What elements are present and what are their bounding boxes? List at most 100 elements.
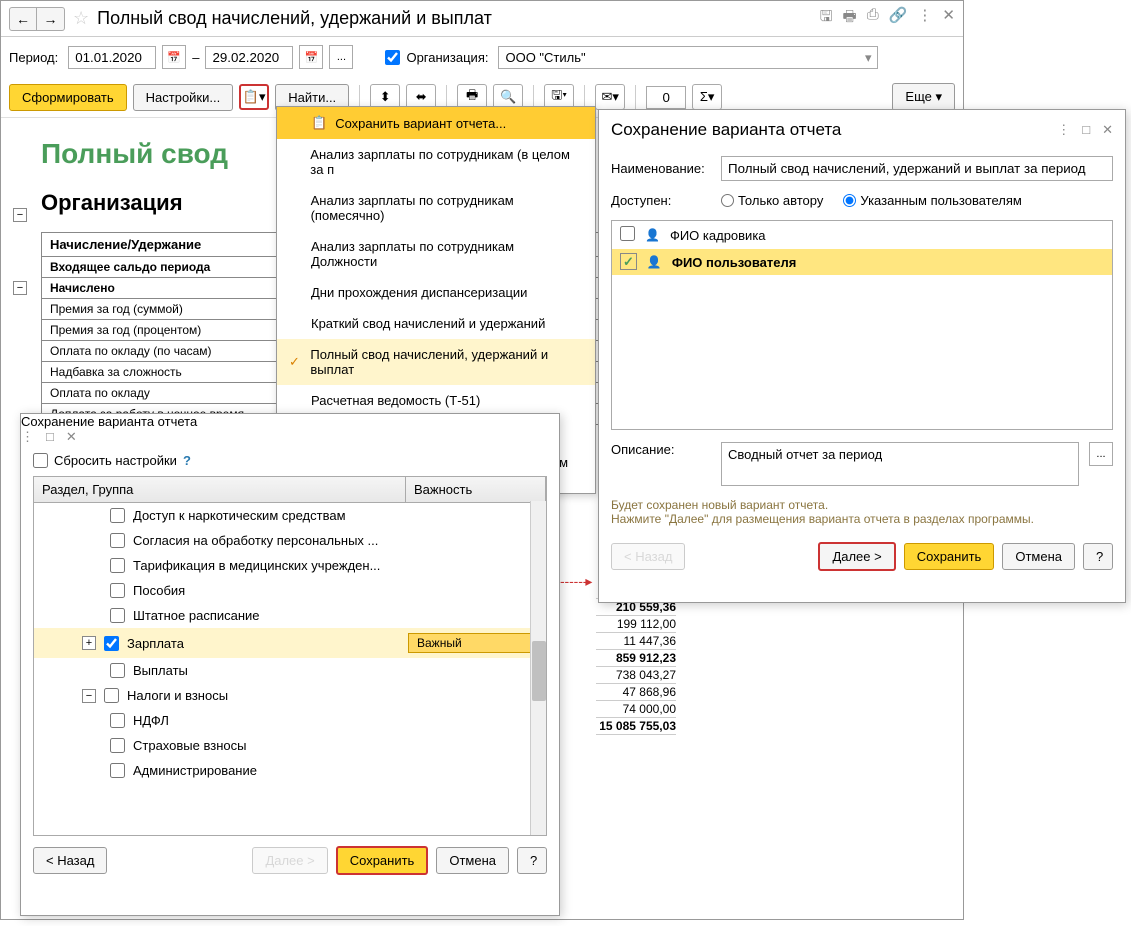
nav-forward-button[interactable]: → [37,7,65,31]
section-item[interactable]: НДФЛ [34,708,546,733]
section-checkbox[interactable] [110,583,125,598]
user-list[interactable]: 👤ФИО кадровика✓👤ФИО пользователя [611,220,1113,430]
radio-author[interactable]: Только автору [721,193,823,208]
favorite-star-icon[interactable]: ☆ [73,8,89,29]
section-checkbox[interactable] [110,663,125,678]
col-section-header: Раздел, Группа [34,477,406,502]
d2-save-button[interactable]: Сохранить [336,846,429,875]
tree-collapse-1[interactable]: − [13,208,27,222]
org-select[interactable]: ООО "Стиль" [498,46,878,69]
tree-expand-icon[interactable]: + [82,636,96,650]
d2-next-button: Далее > [252,847,327,874]
name-input[interactable] [721,156,1113,181]
section-item[interactable]: Согласия на обработку персональных ... [34,528,546,553]
preview-icon[interactable]: ⎙ [867,6,879,31]
section-item[interactable]: Пособия [34,578,546,603]
menu-item[interactable]: Дни прохождения диспансеризации [277,277,595,308]
d1-cancel-button[interactable]: Отмена [1002,543,1075,570]
dialog2-more-icon[interactable]: ⋮ [21,429,34,445]
table-cell-value: 199 112,00 [596,616,676,633]
name-label: Наименование: [611,161,711,176]
reset-label: Сбросить настройки [54,453,177,468]
section-checkbox[interactable] [110,713,125,728]
save-variant-dialog-2: Сохранение варианта отчета ⋮ □ ✕ Сбросит… [20,413,560,916]
section-scrollbar[interactable] [530,501,546,835]
section-table: Раздел, Группа Важность Доступ к наркоти… [33,476,547,836]
d1-next-button[interactable]: Далее > [818,542,895,571]
save-variant-button[interactable]: 📋▾ [239,84,269,110]
table-cell-value: 15 085 755,03 [596,718,676,735]
mail-icon[interactable]: ✉▾ [595,84,625,110]
section-item[interactable]: Тарификация в медицинских учрежден... [34,553,546,578]
period-picker-button[interactable]: ... [329,45,353,69]
menu-item[interactable]: ✓Полный свод начислений, удержаний и вып… [277,339,595,385]
d2-help-button[interactable]: ? [517,847,547,874]
section-item[interactable]: −Налоги и взносы [34,683,546,708]
section-checkbox[interactable] [110,738,125,753]
section-checkbox[interactable] [110,558,125,573]
dialog1-more-icon[interactable]: ⋮ [1057,122,1070,138]
section-item[interactable]: Доступ к наркотическим средствам [34,503,546,528]
generate-button[interactable]: Сформировать [9,84,127,111]
menu-item[interactable]: 📋Сохранить вариант отчета... [277,107,595,139]
user-icon: 👤 [645,228,660,242]
section-checkbox[interactable] [110,763,125,778]
user-item[interactable]: ✓👤ФИО пользователя [612,249,1112,275]
close-icon[interactable]: ✕ [942,6,955,31]
table-cell-value: 74 000,00 [596,701,676,718]
section-checkbox[interactable] [110,608,125,623]
period-bar: Период: 📅 – 📅 ... Организация: ООО "Стил… [1,37,963,77]
user-icon: 👤 [647,255,662,269]
section-checkbox[interactable] [104,636,119,651]
table-cell-value: 738 043,27 [596,667,676,684]
date-to-input[interactable] [205,46,293,69]
save-icon[interactable]: 🖫 [820,6,833,31]
section-item[interactable]: Страховые взносы [34,733,546,758]
desc-expand-button[interactable]: ... [1089,442,1113,466]
dialog1-maximize-icon[interactable]: □ [1082,122,1090,138]
section-item[interactable]: Штатное расписание [34,603,546,628]
section-item[interactable]: Выплаты [34,658,546,683]
link-icon[interactable]: 🔗 [889,6,908,31]
settings-button[interactable]: Настройки... [133,84,234,111]
more-button[interactable]: Еще ▾ [892,83,955,111]
section-item[interactable]: +ЗарплатаВажный [34,628,546,658]
reset-checkbox[interactable] [33,453,48,468]
tree-expand-icon[interactable]: − [82,689,96,703]
nav-back-button[interactable]: ← [9,7,37,31]
section-checkbox[interactable] [110,508,125,523]
period-label: Период: [9,50,58,65]
menu-item[interactable]: Анализ зарплаты по сотрудникам Должности [277,231,595,277]
menu-item[interactable]: Анализ зарплаты по сотрудникам (помесячн… [277,185,595,231]
more-icon[interactable]: ⋮ [917,6,932,31]
d1-help-button[interactable]: ? [1083,543,1113,570]
menu-item[interactable]: Анализ зарплаты по сотрудникам (в целом … [277,139,595,185]
section-checkbox[interactable] [110,533,125,548]
dialog2-close-icon[interactable]: ✕ [66,429,77,445]
col-importance-header: Важность [406,477,546,502]
d1-save-button[interactable]: Сохранить [904,543,995,570]
calendar-to-button[interactable]: 📅 [299,45,323,69]
print-icon[interactable]: 🖶 [843,6,857,31]
d2-cancel-button[interactable]: Отмена [436,847,509,874]
section-item[interactable]: Администрирование [34,758,546,783]
importance-badge[interactable]: Важный [408,633,538,653]
desc-input[interactable]: Сводный отчет за период [721,442,1079,486]
radio-users[interactable]: Указанным пользователям [843,193,1021,208]
menu-item[interactable]: Расчетная ведомость (Т-51) [277,385,595,416]
d2-back-button[interactable]: < Назад [33,847,107,874]
calendar-from-button[interactable]: 📅 [162,45,186,69]
dialog1-close-icon[interactable]: ✕ [1102,122,1113,138]
page-input[interactable] [646,86,686,109]
sum-icon[interactable]: Σ▾ [692,84,722,110]
menu-item[interactable]: Краткий свод начислений и удержаний [277,308,595,339]
org-checkbox[interactable] [385,50,400,65]
table-cell-value: 47 868,96 [596,684,676,701]
reset-help-icon[interactable]: ? [183,453,191,468]
dialog2-maximize-icon[interactable]: □ [46,429,54,445]
date-from-input[interactable] [68,46,156,69]
tree-collapse-2[interactable]: − [13,281,27,295]
user-item[interactable]: 👤ФИО кадровика [612,221,1112,249]
section-checkbox[interactable] [104,688,119,703]
save-variant-dialog-1: Сохранение варианта отчета ⋮ □ ✕ Наимено… [598,109,1126,603]
